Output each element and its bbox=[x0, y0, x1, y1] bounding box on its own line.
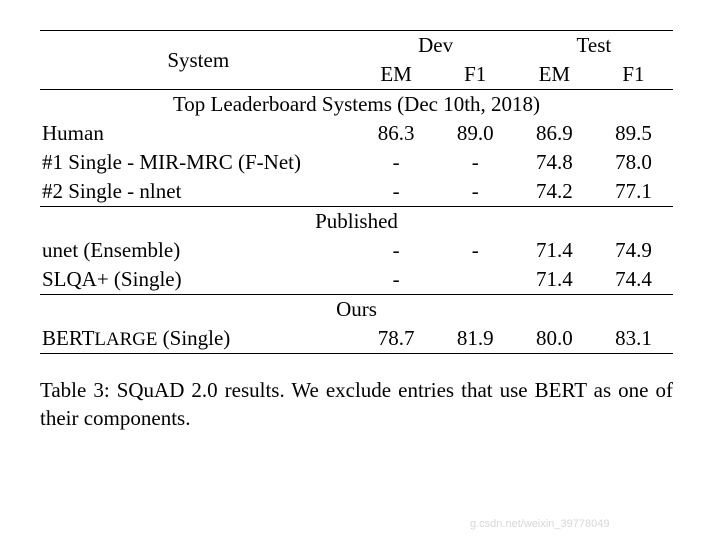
cell-dev-f1: - bbox=[436, 177, 515, 207]
header-dev-em: EM bbox=[357, 60, 436, 90]
table-row: unet (Ensemble) - - 71.4 74.9 bbox=[40, 236, 673, 265]
results-table: System Dev Test EM F1 EM F1 Top Leaderbo… bbox=[40, 30, 673, 354]
cell-test-em: 71.4 bbox=[515, 265, 594, 295]
section1-title: Top Leaderboard Systems (Dec 10th, 2018) bbox=[40, 90, 673, 120]
cell-dev-em: - bbox=[357, 177, 436, 207]
cell-dev-em: 78.7 bbox=[357, 324, 436, 354]
cell-system: Human bbox=[40, 119, 357, 148]
table-row: #1 Single - MIR-MRC (F-Net) - - 74.8 78.… bbox=[40, 148, 673, 177]
header-system: System bbox=[40, 31, 357, 90]
cell-dev-em: - bbox=[357, 265, 436, 295]
table-row: SLQA+ (Single) - 71.4 74.4 bbox=[40, 265, 673, 295]
header-test: Test bbox=[515, 31, 673, 61]
header-dev: Dev bbox=[357, 31, 515, 61]
cell-system: SLQA+ (Single) bbox=[40, 265, 357, 295]
cell-test-f1: 77.1 bbox=[594, 177, 673, 207]
bert-prefix: BERT bbox=[42, 326, 94, 350]
table-row: #2 Single - nlnet - - 74.2 77.1 bbox=[40, 177, 673, 207]
cell-test-f1: 74.4 bbox=[594, 265, 673, 295]
section2-title: Published bbox=[40, 207, 673, 237]
bert-sub: LARGE bbox=[94, 329, 157, 350]
cell-dev-em: 86.3 bbox=[357, 119, 436, 148]
cell-system: #1 Single - MIR-MRC (F-Net) bbox=[40, 148, 357, 177]
header-test-em: EM bbox=[515, 60, 594, 90]
cell-dev-em: - bbox=[357, 236, 436, 265]
caption-label: Table 3: bbox=[40, 378, 110, 402]
cell-dev-f1: 81.9 bbox=[436, 324, 515, 354]
bert-suffix: (Single) bbox=[157, 326, 230, 350]
cell-test-em: 80.0 bbox=[515, 324, 594, 354]
cell-dev-f1 bbox=[436, 265, 515, 295]
cell-test-f1: 74.9 bbox=[594, 236, 673, 265]
cell-test-em: 74.2 bbox=[515, 177, 594, 207]
cell-test-em: 86.9 bbox=[515, 119, 594, 148]
table-row: Human 86.3 89.0 86.9 89.5 bbox=[40, 119, 673, 148]
cell-test-f1: 78.0 bbox=[594, 148, 673, 177]
cell-system: #2 Single - nlnet bbox=[40, 177, 357, 207]
header-dev-f1: F1 bbox=[436, 60, 515, 90]
cell-test-f1: 89.5 bbox=[594, 119, 673, 148]
section3-title: Ours bbox=[40, 295, 673, 325]
cell-dev-f1: - bbox=[436, 236, 515, 265]
cell-dev-f1: 89.0 bbox=[436, 119, 515, 148]
cell-system: unet (Ensemble) bbox=[40, 236, 357, 265]
cell-dev-em: - bbox=[357, 148, 436, 177]
cell-test-em: 71.4 bbox=[515, 236, 594, 265]
cell-test-em: 74.8 bbox=[515, 148, 594, 177]
cell-dev-f1: - bbox=[436, 148, 515, 177]
header-test-f1: F1 bbox=[594, 60, 673, 90]
table-caption: Table 3: SQuAD 2.0 results. We exclude e… bbox=[40, 376, 673, 433]
table-row: BERTLARGE (Single) 78.7 81.9 80.0 83.1 bbox=[40, 324, 673, 354]
cell-test-f1: 83.1 bbox=[594, 324, 673, 354]
caption-text: SQuAD 2.0 results. We exclude entries th… bbox=[40, 378, 673, 430]
cell-system: BERTLARGE (Single) bbox=[40, 324, 357, 354]
watermark-text: g.csdn.net/weixin_39778049 bbox=[470, 518, 609, 530]
